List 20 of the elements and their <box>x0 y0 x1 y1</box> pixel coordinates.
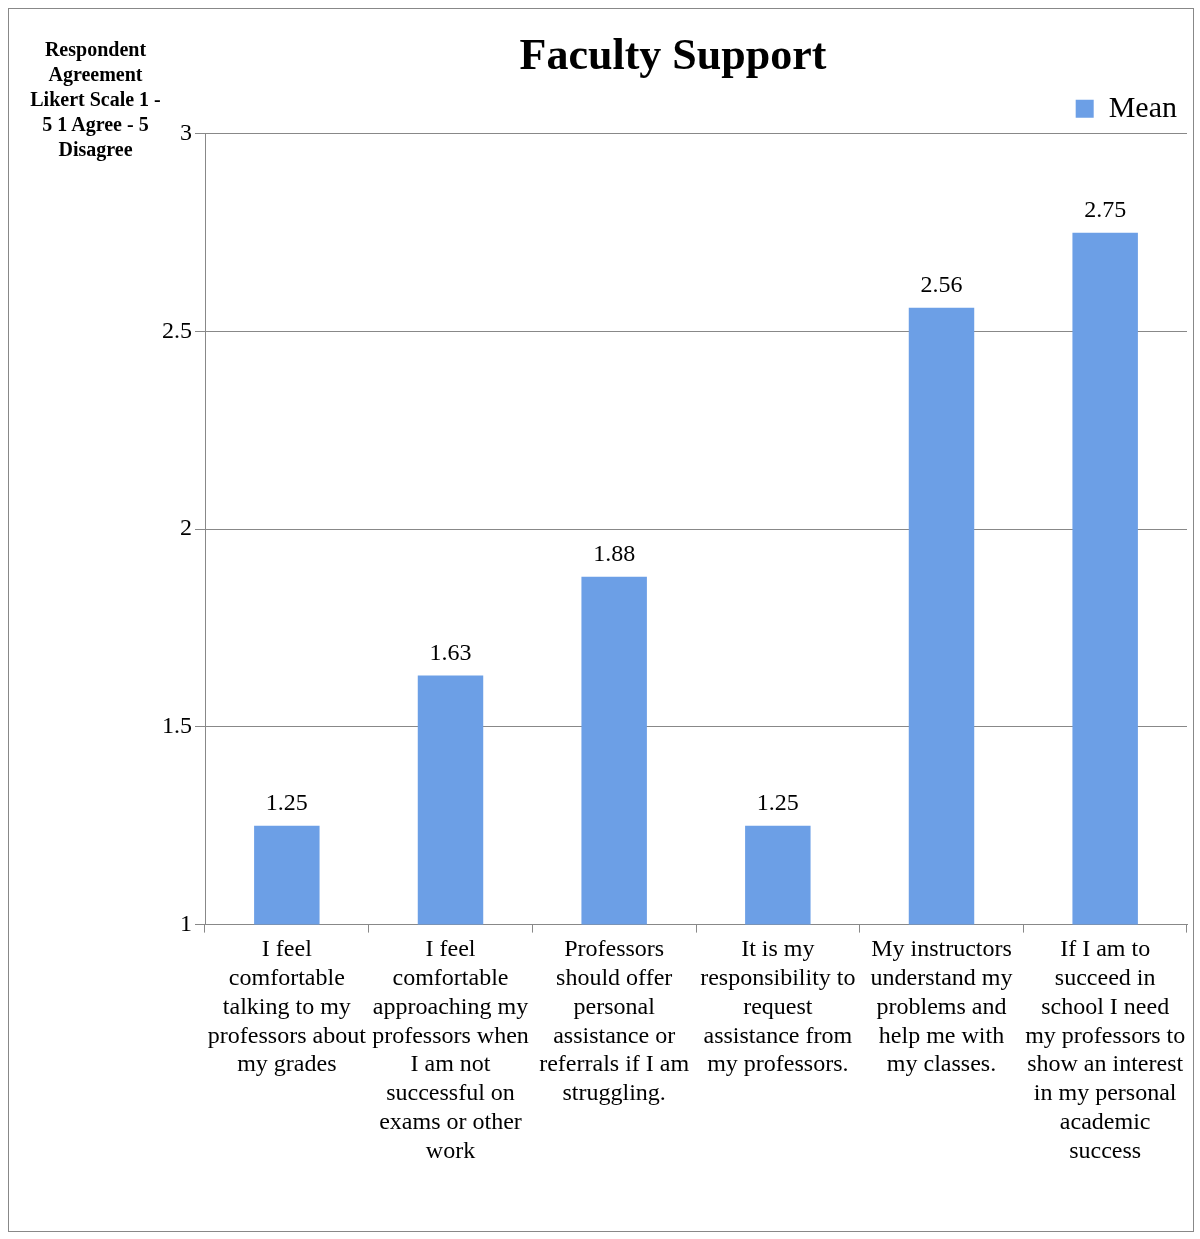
y-tick-label: 3 <box>180 119 192 146</box>
data-label: 2.75 <box>1084 195 1127 222</box>
chart-title: Faculty Support <box>519 29 827 79</box>
data-label: 1.25 <box>265 789 308 816</box>
x-tick-label: If I am to succeed in school I need my professors to show an interest in my personal academic success <box>1025 935 1186 1163</box>
x-tick-label: I feel comfortable talking to my professors about my grades <box>207 935 367 1077</box>
data-label: 1.63 <box>429 638 472 665</box>
legend-label: Mean <box>1108 89 1178 123</box>
data-label: 1.88 <box>593 539 636 566</box>
x-tick-label: My instructors understand my problems and help me with my classes. <box>870 935 1013 1077</box>
x-tick-label: Professors should offer personal assistance or referrals if I am struggling. <box>539 935 690 1106</box>
data-label: 2.56 <box>920 271 963 298</box>
x-tick-label: I feel comfortable approaching my professors when I am not successful on exams or other work <box>372 935 529 1163</box>
y-tick-label: 1 <box>180 909 192 936</box>
y-tick-label: 1.5 <box>162 712 192 739</box>
y-tick-label: 2.5 <box>162 316 192 343</box>
y-tick-label: 2 <box>180 514 192 541</box>
y-axis-title: Respondent Agreement Likert Scale 1 - 5 1 Agree - 5 Disagree <box>29 37 162 162</box>
data-label: 1.25 <box>756 789 799 816</box>
x-tick-label: It is my responsibility to request assistance from my professors. <box>700 935 856 1077</box>
